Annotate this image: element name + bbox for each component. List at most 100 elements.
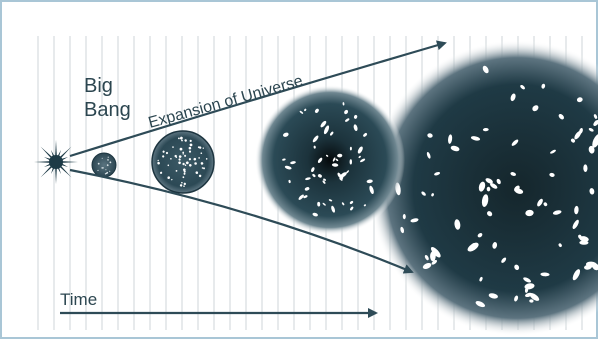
galaxy-mark bbox=[576, 97, 583, 103]
galaxy-mark bbox=[282, 158, 286, 161]
galaxy-mark bbox=[167, 176, 171, 179]
galaxy-mark bbox=[589, 188, 595, 195]
galaxy-mark bbox=[353, 124, 358, 132]
starburst-ray bbox=[43, 163, 52, 167]
starburst-ray bbox=[58, 164, 72, 178]
galaxy-mark bbox=[486, 186, 491, 192]
galaxy-mark bbox=[363, 133, 368, 137]
galaxy-mark bbox=[178, 161, 181, 165]
galaxy-mark bbox=[342, 102, 345, 106]
galaxy-mark bbox=[332, 157, 336, 162]
galaxy-mark bbox=[183, 182, 186, 186]
galaxy-mark bbox=[328, 199, 333, 202]
galaxy-mark bbox=[490, 183, 498, 189]
galaxy-mark bbox=[337, 153, 343, 158]
galaxy-mark bbox=[282, 132, 289, 137]
galaxy-mark bbox=[510, 172, 516, 176]
galaxy-mark bbox=[183, 172, 186, 175]
galaxy-mark bbox=[181, 139, 183, 142]
galaxy-formation-sphere bbox=[255, 85, 405, 235]
starburst-ray bbox=[57, 166, 61, 175]
galaxy-mark bbox=[349, 159, 352, 165]
galaxy-mark bbox=[331, 205, 336, 213]
galaxy-mark bbox=[171, 178, 173, 181]
galaxy-mark bbox=[574, 130, 582, 140]
galaxy-mark bbox=[593, 114, 598, 119]
galaxy-mark bbox=[514, 185, 520, 192]
galaxy-mark bbox=[288, 179, 291, 184]
galaxy-mark bbox=[410, 218, 419, 223]
galaxy-mark bbox=[572, 219, 579, 230]
galaxy-mark bbox=[341, 202, 345, 206]
galaxy-mark bbox=[363, 204, 367, 207]
galaxy-mark bbox=[552, 210, 562, 215]
galaxy-mark bbox=[304, 187, 310, 191]
galaxy-mark bbox=[182, 153, 184, 155]
galaxy-mark bbox=[172, 146, 174, 148]
galaxy-mark bbox=[177, 137, 180, 140]
galaxy-mark bbox=[400, 226, 405, 234]
starburst-ray bbox=[40, 164, 54, 178]
starburst-ray bbox=[55, 166, 57, 184]
galaxy-mark bbox=[588, 127, 594, 132]
galaxy-mark bbox=[431, 259, 438, 265]
galaxy-mark bbox=[524, 283, 535, 290]
galaxy-mark bbox=[558, 113, 564, 120]
galaxy-mark bbox=[426, 151, 431, 159]
galaxy-mark bbox=[421, 191, 426, 196]
galaxy-mark bbox=[402, 214, 406, 220]
starburst-ray bbox=[60, 163, 69, 167]
galaxy-mark bbox=[311, 167, 315, 173]
galaxy-mark bbox=[107, 156, 109, 158]
galaxy-mark bbox=[482, 127, 489, 132]
galaxy-mark bbox=[541, 83, 546, 89]
young-universe-matter bbox=[157, 136, 208, 187]
galaxy-mark bbox=[366, 179, 373, 184]
galaxy-mark bbox=[345, 118, 350, 122]
galaxy-mark bbox=[481, 194, 489, 207]
galaxy-mark bbox=[540, 272, 550, 277]
galaxy-mark bbox=[97, 162, 100, 165]
galaxy-mark bbox=[202, 147, 205, 149]
galaxy-mark bbox=[350, 206, 354, 211]
starburst-ray bbox=[55, 140, 57, 158]
galaxy-mark bbox=[543, 202, 548, 207]
galaxy-mark bbox=[344, 109, 349, 115]
galaxy-mark bbox=[184, 139, 187, 142]
galaxy-mark bbox=[312, 173, 316, 178]
galaxy-mark bbox=[501, 257, 507, 263]
galaxy-mark bbox=[349, 201, 354, 204]
galaxy-mark bbox=[454, 219, 461, 230]
galaxy-mark bbox=[106, 164, 109, 167]
galaxy-mark bbox=[178, 155, 182, 158]
starburst-ray bbox=[57, 149, 61, 158]
galaxy-mark bbox=[323, 178, 327, 181]
galaxy-mark bbox=[181, 181, 183, 184]
galaxy-mark bbox=[197, 146, 200, 149]
galaxy-mark bbox=[189, 139, 192, 142]
early-universe-sphere bbox=[91, 152, 117, 178]
galaxy-mark bbox=[317, 201, 321, 207]
galaxy-mark bbox=[182, 176, 185, 179]
starburst-ray bbox=[43, 157, 52, 161]
galaxy-mark bbox=[358, 155, 361, 159]
galaxy-mark bbox=[470, 136, 481, 141]
galaxy-mark bbox=[175, 169, 178, 172]
galaxy-mark bbox=[330, 131, 334, 136]
big-bang-label-line2: Bang bbox=[84, 99, 131, 121]
galaxy-mark bbox=[488, 293, 498, 299]
galaxy-mark bbox=[525, 209, 534, 217]
galaxy-mark bbox=[304, 108, 307, 112]
galaxy-mark bbox=[369, 185, 374, 195]
galaxy-mark bbox=[424, 254, 429, 261]
galaxy-mark bbox=[339, 175, 344, 180]
galaxy-mark bbox=[360, 158, 366, 163]
present-universe-galaxies bbox=[395, 65, 598, 308]
galaxy-mark bbox=[430, 251, 436, 262]
galaxy-mark bbox=[303, 195, 308, 199]
galaxy-mark bbox=[198, 174, 202, 178]
galaxy-mark bbox=[162, 150, 165, 153]
galaxy-mark bbox=[579, 236, 589, 242]
galaxy-mark bbox=[179, 136, 183, 140]
galaxy-mark bbox=[357, 146, 363, 154]
